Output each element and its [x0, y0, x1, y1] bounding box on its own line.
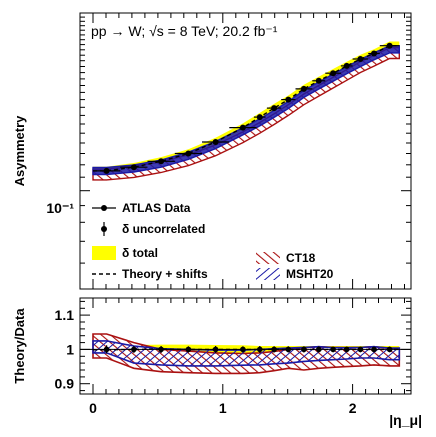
ratio-point: [212, 346, 219, 353]
data-point: [330, 70, 337, 77]
legend-label-total: δ total: [122, 246, 158, 260]
top-data-points: [93, 42, 400, 174]
total-uncertainty-band: [93, 41, 400, 173]
data-point: [212, 139, 219, 145]
data-point: [300, 85, 307, 92]
ratio-point: [343, 346, 350, 353]
ratio-point: [185, 346, 192, 353]
ratio-bands: [92, 333, 401, 375]
bottom-y-tick-label: 1: [66, 341, 74, 357]
bottom-y-tick-label: 0.9: [55, 376, 75, 392]
top-axes-ticks: [80, 13, 411, 290]
bottom-panel-frame: [79, 297, 412, 395]
x-tick-label: 1: [219, 400, 227, 416]
bottom-y-axis-title: Theory/Data: [12, 308, 27, 384]
bottom-axes-ticks: 0.9 1 1.1 0 1 2: [55, 298, 411, 416]
data-point: [386, 42, 393, 49]
ratio-point: [330, 346, 336, 353]
legend-label-ct18: CT18: [286, 251, 316, 265]
legend-label-data: ATLAS Data: [122, 201, 191, 215]
data-point: [271, 105, 278, 112]
data-point: [239, 124, 246, 131]
ratio-point: [357, 346, 364, 353]
legend: ATLAS Data δ uncorrelated δ total Theory…: [92, 201, 334, 281]
bottom-y-tick-label: 1.1: [55, 307, 75, 323]
legend-symbol-uncorrelated-marker: [101, 226, 107, 232]
top-panel-frame: [79, 12, 412, 290]
x-tick-label: 2: [349, 400, 357, 416]
legend-symbol-msht20-hatch: [256, 268, 280, 280]
ratio-point: [257, 346, 263, 353]
ratio-point: [240, 346, 246, 353]
data-point: [315, 77, 322, 84]
ratio-point: [371, 346, 377, 353]
data-point: [343, 62, 350, 69]
ratio-point: [158, 346, 164, 353]
ratio-point: [301, 346, 307, 353]
legend-label-theory-shifts: Theory + shifts: [122, 267, 208, 281]
data-point: [130, 164, 137, 171]
top-y-tick-label: 10⁻¹: [46, 200, 74, 216]
top-y-axis-title: Asymmetry: [12, 115, 27, 187]
legend-label-msht20: MSHT20: [286, 267, 334, 281]
legend-symbol-total: [92, 246, 116, 260]
ratio-point: [386, 346, 393, 353]
x-axis-title: |η_μ|: [389, 412, 422, 428]
ratio-point: [103, 346, 110, 353]
data-point: [285, 96, 292, 103]
data-point: [158, 158, 165, 165]
msht20-band: [92, 45, 400, 176]
x-tick-label: 0: [89, 400, 97, 416]
data-point: [371, 50, 377, 57]
legend-symbol-ct18: [256, 252, 280, 264]
ratio-point: [285, 346, 292, 353]
ratio-point: [131, 346, 137, 353]
legend-label-uncorrelated: δ uncorrelated: [122, 222, 205, 236]
data-point: [185, 150, 192, 157]
ratio-point: [316, 346, 322, 353]
process-annotation: pp → W; √s = 8 TeV; 20.2 fb⁻¹: [91, 23, 278, 39]
data-point: [357, 56, 364, 62]
data-point: [256, 114, 263, 121]
ratio-data-points: [103, 345, 393, 354]
ratio-point: [271, 346, 277, 353]
top-bands: [92, 41, 400, 181]
data-point: [103, 167, 110, 174]
legend-symbol-data-marker: [101, 205, 107, 211]
